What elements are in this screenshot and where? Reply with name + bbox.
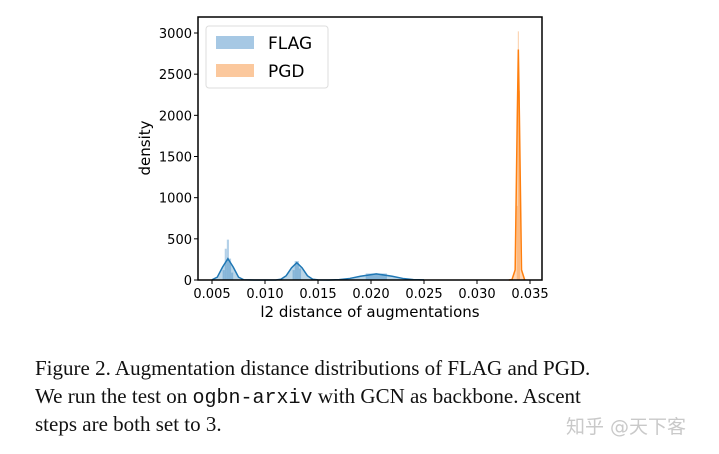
x-axis-label: l2 distance of augmentations: [260, 303, 479, 321]
hist-bar-flag: [294, 261, 299, 280]
caption-line-3: steps are both set to 3.: [35, 412, 222, 436]
caption-text: We run the test on: [35, 384, 193, 408]
caption-line-1: Figure 2. Augmentation distance distribu…: [35, 356, 591, 380]
y-axis-label: density: [136, 120, 154, 175]
hist-bar-pgd: [517, 31, 519, 280]
x-tick-label: 0.005: [193, 287, 230, 302]
legend-label-flag: FLAG: [268, 34, 312, 54]
legend-swatch-pgd: [216, 64, 254, 77]
watermark: 知乎 @天下客: [566, 416, 687, 438]
kde-line-pgd: [508, 49, 526, 281]
y-tick-label: 2500: [159, 68, 192, 83]
x-tick-label: 0.035: [511, 287, 548, 302]
legend-label-pgd: PGD: [268, 62, 305, 82]
y-tick-label: 500: [167, 233, 192, 248]
plot-frame: [197, 16, 543, 281]
legend: FLAG PGD: [205, 25, 329, 89]
kde-fill-flag: [212, 258, 424, 280]
hist-bar-flag: [222, 270, 225, 280]
y-tick-label: 2000: [159, 109, 192, 124]
kde-line-flag: [211, 257, 425, 281]
caption-text: with GCN as backbone. Ascent: [312, 384, 581, 408]
y-tick-label: 3000: [159, 27, 192, 42]
x-tick-label: 0.020: [352, 287, 389, 302]
hist-bar-pgd: [516, 205, 518, 280]
y-tick-label: 0: [184, 274, 192, 289]
x-tick-label: 0.025: [405, 287, 442, 302]
hist-bar-flag: [292, 270, 295, 280]
y-tick-label: 1500: [159, 151, 192, 166]
y-tick-label: 1000: [159, 192, 192, 207]
hist-bar-flag: [228, 258, 232, 280]
dataset-name: ogbn-arxiv: [192, 387, 313, 410]
hist-bar-flag: [298, 268, 302, 280]
hist-bar-pgd: [518, 90, 520, 280]
hist-bar-flag: [231, 272, 234, 280]
hist-bar-flag: [365, 273, 387, 280]
x-tick-label: 0.030: [458, 287, 495, 302]
legend-swatch-flag: [216, 36, 254, 49]
x-tick-label: 0.010: [246, 287, 283, 302]
x-tick-label: 0.015: [299, 287, 336, 302]
caption-line-2: We run the test on ogbn-arxiv with GCN a…: [35, 384, 581, 410]
hist-bar-flag: [224, 248, 227, 280]
